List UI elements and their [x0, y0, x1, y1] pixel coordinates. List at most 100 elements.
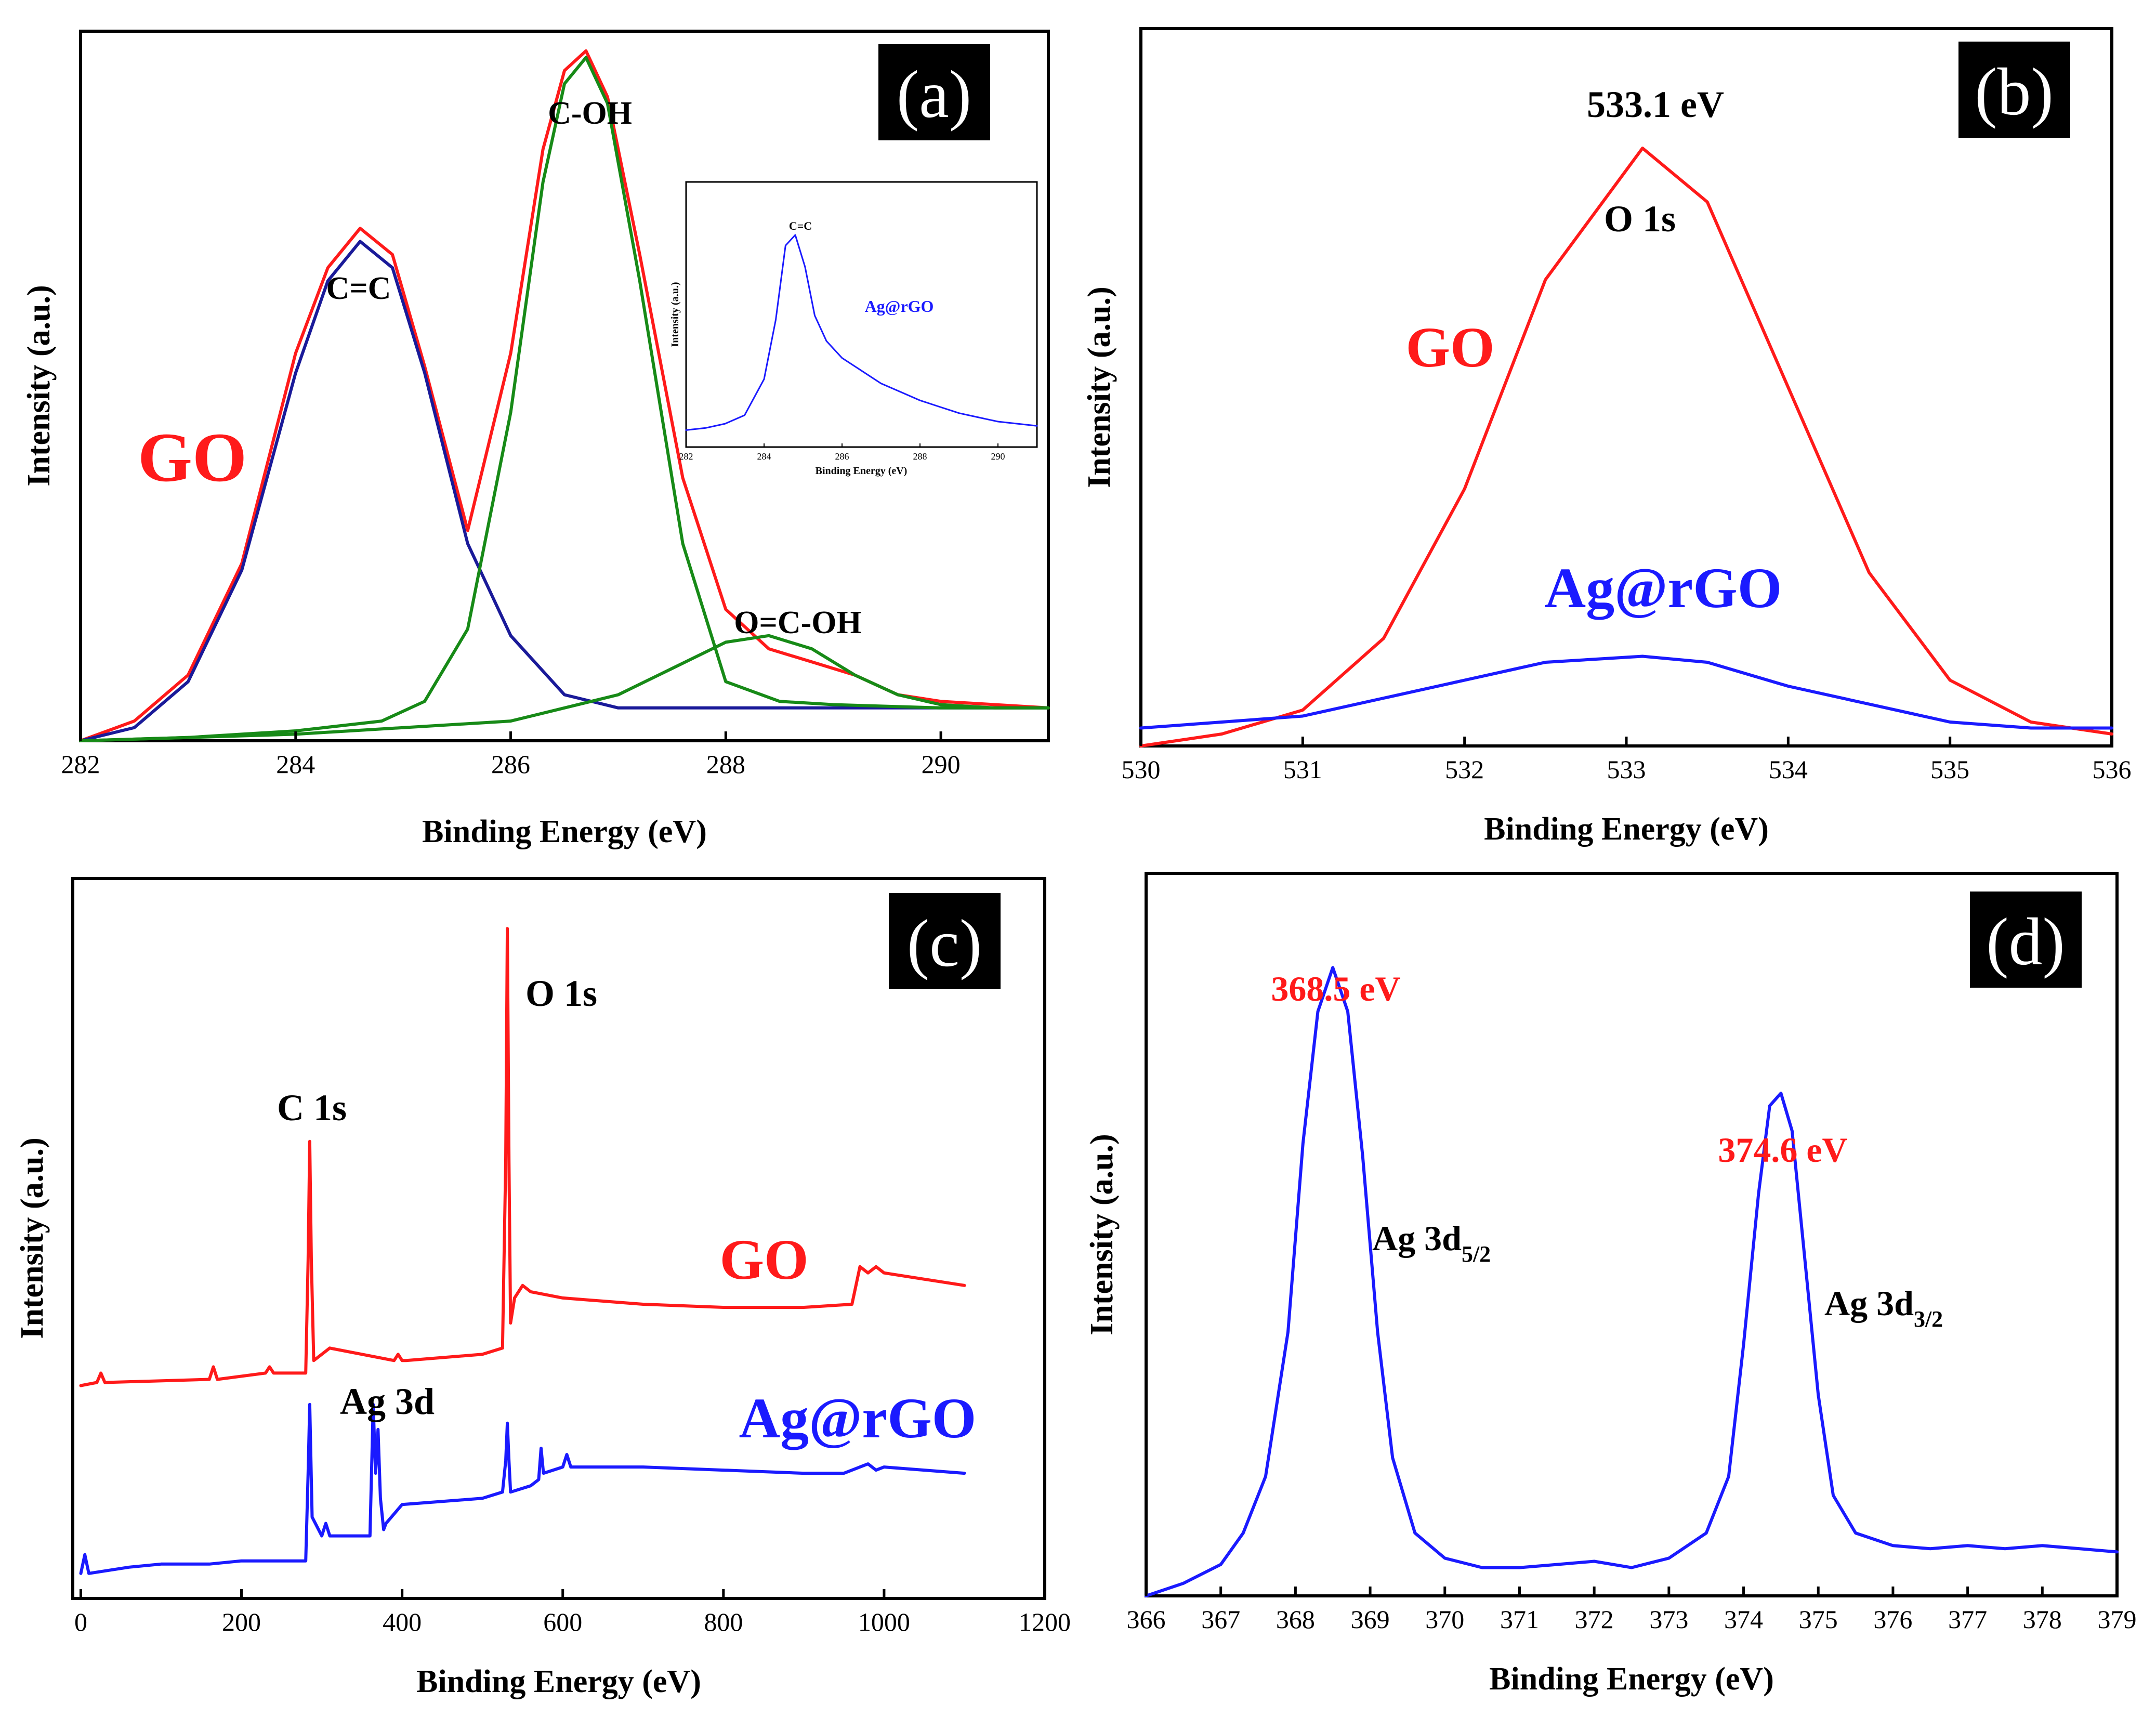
panel-d-series	[1145, 966, 2119, 1597]
panel-a-frame	[79, 30, 1050, 742]
xtick-label-a-inset-284: 284	[757, 451, 771, 462]
panel-d: 366 367 368 369 370 371 372 373 374 375 376 377 378 3…	[1084, 872, 2137, 1697]
xtick-label-d-370: 370	[1425, 1605, 1464, 1634]
xtick-label-a-286: 286	[491, 750, 530, 779]
panel-b-xlabel: Binding Energy (eV)	[1484, 811, 1769, 847]
panel-d-frame	[1145, 872, 2119, 1597]
panel-a-ylabel: Intensity (a.u.)	[21, 285, 57, 487]
panel-b-ylabel: Intensity (a.u.)	[1082, 286, 1117, 488]
panel-d-ylabel: Intensity (a.u.)	[1084, 1134, 1120, 1335]
xtick-label-a-inset-286: 286	[835, 451, 849, 462]
xtick-label-b-535: 535	[1930, 755, 1969, 784]
inset-annotation-ag-rgo: Ag@rGO	[865, 297, 934, 316]
series-a-o-c-oh-fit	[79, 634, 1050, 742]
xtick-label-d-377: 377	[1948, 1605, 1987, 1634]
panel-c-tag-bg	[889, 893, 1001, 989]
inset-ylabel: Intensity (a.u.)	[669, 282, 681, 347]
panel-c-ticks: 0 200 400 600 800 1000 1200	[74, 1589, 1071, 1636]
xtick-label-d-368: 368	[1276, 1605, 1315, 1634]
annotation-d-peak2: 374.6 eV	[1718, 1130, 1847, 1170]
panel-a-tag: (a)	[897, 57, 971, 132]
panel-a-tag-bg	[878, 44, 990, 140]
annotation-d-ag3d52-sub: 5/2	[1462, 1241, 1491, 1267]
xtick-label-d-376: 376	[1873, 1605, 1912, 1634]
panel-c-ylabel: Intensity (a.u.)	[15, 1137, 50, 1339]
xtick-label-d-372: 372	[1575, 1605, 1614, 1634]
xtick-label-c-600: 600	[543, 1607, 582, 1636]
xtick-label-d-378: 378	[2023, 1605, 2062, 1634]
annotation-d-ag3d52-main: Ag 3d	[1372, 1218, 1462, 1258]
panel-a-ticks: 282 284 286 288 290	[61, 731, 961, 779]
series-c-go	[79, 927, 966, 1387]
annotation-c-c1s: C 1s	[277, 1087, 347, 1129]
panel-b-tag: (b)	[1975, 55, 2054, 129]
panel-d-ticks: 366 367 368 369 370 371 372 373 374 375 376 377 378 3…	[1127, 1587, 2137, 1634]
xtick-label-a-282: 282	[61, 750, 100, 779]
annotation-c-ag3d: Ag 3d	[340, 1381, 435, 1422]
series-b-ag-rgo	[1139, 654, 2113, 730]
inset-xlabel: Binding Energy (eV)	[816, 465, 908, 477]
annotation-c-o1s: O 1s	[525, 973, 597, 1014]
xtick-label-c-0: 0	[74, 1607, 87, 1636]
inset-series	[685, 234, 1038, 431]
xtick-label-a-inset-282: 282	[679, 451, 693, 462]
xtick-label-c-200: 200	[222, 1607, 261, 1636]
panel-b-tag-bg	[1958, 42, 2070, 138]
annotation-b-ag-rgo: Ag@rGO	[1545, 556, 1782, 620]
panel-d-tag: (d)	[1986, 905, 2065, 979]
series-a-c-oh-fit	[79, 56, 1050, 742]
annotation-d-ag3d52: Ag 3d5/2	[1372, 1218, 1491, 1267]
panel-b-ticks: 530 531 532 533 534 535 536	[1122, 737, 2132, 784]
series-a-inset-ag-rgo	[685, 234, 1038, 431]
xtick-label-a-290: 290	[922, 750, 961, 779]
xtick-label-b-534: 534	[1769, 755, 1808, 784]
panel-b-series	[1139, 147, 2113, 748]
xtick-label-b-533: 533	[1607, 755, 1646, 784]
series-b-go	[1139, 147, 2113, 748]
xtick-label-b-536: 536	[2093, 755, 2132, 784]
annotation-d-peak1: 368.5 eV	[1271, 969, 1400, 1008]
inset-ticks: 282 284 286 288 290	[679, 443, 1005, 462]
panel-c-xlabel: Binding Energy (eV)	[416, 1664, 701, 1699]
xtick-label-d-369: 369	[1351, 1605, 1390, 1634]
xtick-label-d-366: 366	[1127, 1605, 1166, 1634]
inset-frame	[685, 181, 1038, 448]
series-d-ag-rgo	[1145, 966, 2119, 1597]
annotation-c-go: GO	[719, 1228, 808, 1291]
panel-a-inset: 282 284 286 288 290 Binding Energy (eV) Inte…	[669, 181, 1038, 477]
panel-d-xlabel: Binding Energy (eV)	[1489, 1661, 1774, 1697]
panel-d-tag-bg	[1970, 892, 2082, 988]
xtick-label-a-284: 284	[276, 750, 315, 779]
series-c-ag-rgo	[79, 1403, 966, 1575]
xtick-label-a-inset-288: 288	[913, 451, 927, 462]
xtick-label-c-800: 800	[704, 1607, 743, 1636]
xtick-label-d-379: 379	[2098, 1605, 2137, 1634]
xtick-label-d-374: 374	[1724, 1605, 1763, 1634]
annotation-a-c-eq-c: C=C	[326, 271, 391, 306]
annotation-a-o-eq-c-oh: O=C-OH	[734, 605, 861, 640]
xtick-label-c-1200: 1200	[1019, 1607, 1071, 1636]
xtick-label-d-375: 375	[1799, 1605, 1838, 1634]
xtick-label-b-532: 532	[1445, 755, 1484, 784]
annotation-d-ag3d32: Ag 3d3/2	[1824, 1283, 1943, 1332]
panel-a-series	[79, 49, 1050, 742]
annotation-a-go: GO	[138, 419, 247, 496]
series-a-c-c-fit	[79, 240, 1050, 742]
annotation-b-peak: 533.1 eV	[1587, 84, 1724, 125]
panel-c-series	[79, 927, 966, 1575]
xtick-label-d-367: 367	[1201, 1605, 1240, 1634]
annotation-c-ag-rgo: Ag@rGO	[739, 1386, 977, 1450]
annotation-d-ag3d32-sub: 3/2	[1914, 1306, 1943, 1332]
xtick-label-d-371: 371	[1500, 1605, 1539, 1634]
annotation-a-c-oh: C-OH	[548, 96, 632, 131]
xtick-label-b-531: 531	[1283, 755, 1322, 784]
xtick-label-b-530: 530	[1122, 755, 1161, 784]
panel-c-tag: (c)	[907, 906, 982, 981]
xtick-label-d-373: 373	[1649, 1605, 1688, 1634]
panel-a-xlabel: Binding Energy (eV)	[422, 814, 707, 849]
xtick-label-a-288: 288	[706, 750, 745, 779]
xtick-label-a-inset-290: 290	[991, 451, 1005, 462]
panel-c: 0 200 400 600 800 1000 1200 Binding Energy (eV…	[15, 877, 1071, 1699]
xtick-label-c-1000: 1000	[858, 1607, 910, 1636]
